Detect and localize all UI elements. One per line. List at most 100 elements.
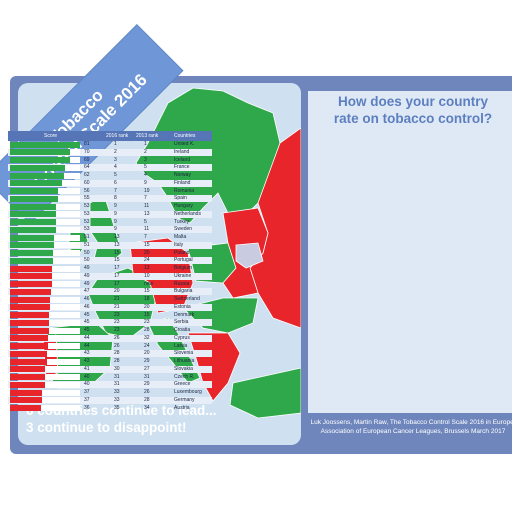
cell-r16: 17	[114, 280, 120, 287]
cell-country: Luxembourg	[174, 389, 202, 395]
score-bar-track	[10, 203, 80, 210]
score-bar-track	[10, 327, 80, 334]
cell-country: Estonia	[174, 303, 191, 310]
cell-score: 45	[84, 319, 90, 326]
table-row: 56 7 19 Romania	[8, 188, 212, 195]
cell-r13: 31	[144, 373, 150, 380]
score-bar-track	[10, 350, 80, 357]
cell-r13: 5	[144, 218, 147, 225]
cell-r16: 1	[114, 141, 117, 147]
cell-score: 64	[84, 164, 90, 171]
cell-score: 51	[84, 234, 90, 240]
table-row: 49 17 new Russia	[8, 281, 212, 288]
score-bar	[10, 374, 45, 380]
table-row: 37 33 26 Luxembourg	[8, 389, 212, 396]
score-bar-track	[10, 219, 80, 225]
cell-r16: 5	[114, 172, 117, 178]
score-bar	[10, 164, 66, 171]
cell-country: Netherlands	[174, 210, 201, 217]
cell-r16: 15	[114, 257, 120, 264]
table-row: 50 15 24 Portugal	[8, 257, 212, 265]
cell-r16: 3	[114, 156, 117, 163]
score-bar-track	[10, 374, 80, 380]
cell-r16: 9	[114, 203, 117, 209]
score-bar	[10, 343, 49, 349]
score-bar-track	[10, 242, 80, 249]
cell-country: Czech R.	[174, 373, 195, 380]
cell-r13: 13	[144, 210, 150, 217]
score-bar-track	[10, 312, 80, 318]
cell-r16: 26	[114, 334, 120, 341]
cell-score: 37	[84, 396, 90, 403]
cell-r16: 15	[114, 249, 120, 256]
table-row: 44 26 24 Latvia	[8, 343, 212, 350]
cell-r13: 20	[144, 303, 150, 310]
cell-r13: 10	[144, 272, 150, 279]
score-bar-track	[10, 389, 80, 396]
score-bar	[10, 257, 54, 264]
score-bar-track	[10, 381, 80, 388]
score-bar	[10, 211, 56, 218]
cell-r13: 23	[144, 319, 150, 326]
cell-r13: 3	[144, 156, 147, 163]
table-row: 53 9 5 Turkey	[8, 219, 212, 226]
score-bar-track	[10, 273, 80, 280]
header-countries: Countries	[174, 133, 196, 139]
cell-score: 50	[84, 257, 90, 264]
score-bar	[10, 149, 71, 156]
score-bar	[10, 281, 53, 287]
score-bar	[10, 172, 64, 179]
score-bar	[10, 381, 45, 388]
cell-score: 70	[84, 148, 90, 155]
score-bar-track	[10, 288, 80, 295]
cell-r13: 20	[144, 350, 150, 357]
cell-r13: 32	[144, 334, 150, 341]
score-bar-track	[10, 226, 80, 233]
cell-r13: 28	[144, 396, 150, 403]
cell-r16: 20	[114, 288, 120, 295]
cell-score: 53	[84, 203, 90, 209]
cell-country: Finland	[174, 179, 191, 186]
cell-country: Spain	[174, 195, 187, 202]
cell-r16: 23	[114, 327, 120, 333]
cell-r16: 21	[114, 296, 120, 302]
score-bar	[10, 226, 56, 233]
cell-country: Poland	[174, 249, 190, 256]
score-bar-track	[10, 180, 80, 187]
cell-r13: 29	[144, 358, 150, 364]
cell-r13: 19	[144, 187, 150, 194]
score-bar-track	[10, 304, 80, 311]
cell-r13: 27	[144, 365, 150, 372]
cell-r16: 28	[114, 350, 120, 357]
cell-r16: 23	[114, 311, 120, 318]
score-bar	[10, 219, 56, 225]
cell-r16: 9	[114, 226, 117, 233]
table-row: 40 31 29 Greece	[8, 381, 212, 389]
score-bar-track	[10, 358, 80, 365]
cell-country: Austria	[174, 404, 190, 411]
score-bar	[10, 242, 55, 249]
header-2013-rank: 2013 rank	[136, 133, 159, 139]
cell-score: 45	[84, 327, 90, 333]
cell-r13: 1	[144, 141, 147, 147]
cell-score: 81	[84, 141, 90, 147]
cell-score: 40	[84, 381, 90, 388]
cell-r13: 29	[144, 381, 150, 388]
cell-r16: 13	[114, 234, 120, 240]
table-row: 70 2 2 Ireland	[8, 148, 212, 156]
cell-r13: 24	[144, 342, 150, 349]
score-bar	[10, 358, 48, 365]
cell-r13: 11	[144, 203, 150, 209]
table-row: 53 9 11 Hungary	[8, 203, 212, 210]
cell-r13: 5	[144, 164, 147, 171]
score-bar-track	[10, 195, 80, 202]
score-bar-track	[10, 188, 80, 194]
header-score: Score	[44, 133, 58, 139]
table-row: 47 20 15 Bulgaria	[8, 288, 212, 296]
score-bar-track	[10, 397, 80, 404]
cell-country: Switzerland	[174, 296, 200, 302]
cell-r16: 9	[114, 218, 117, 225]
table-row: 69 3 3 Iceland	[8, 157, 212, 164]
score-bar	[10, 327, 49, 334]
score-bar	[10, 335, 49, 342]
